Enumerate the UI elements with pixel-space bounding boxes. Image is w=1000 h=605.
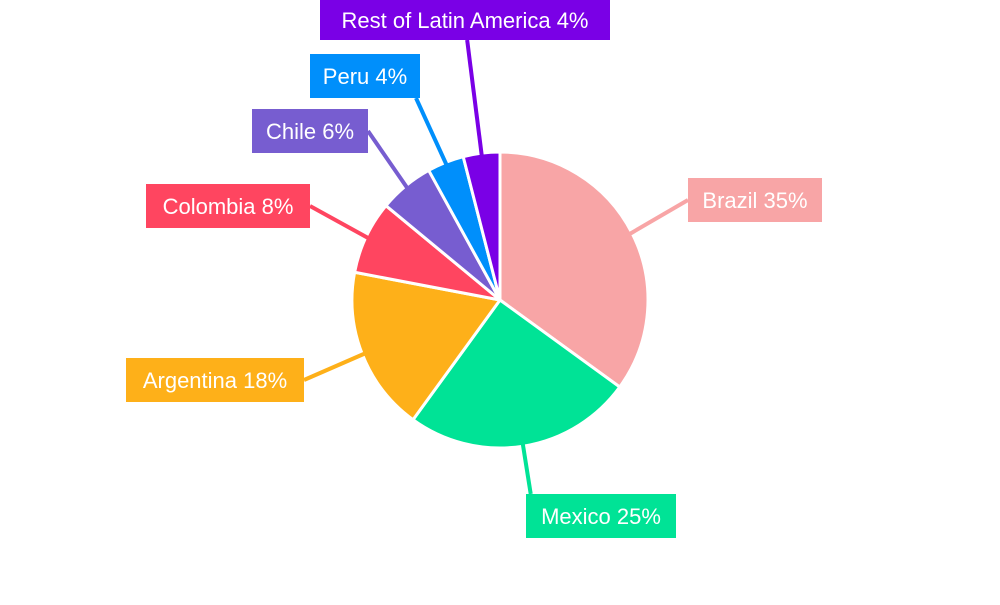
label-box-chile bbox=[252, 109, 368, 153]
data-label-rest-of-latin-america: Rest of Latin America 4% bbox=[341, 8, 588, 33]
leader-line-peru bbox=[414, 97, 449, 166]
label-box-mexico bbox=[526, 494, 676, 538]
data-label-peru: Peru 4% bbox=[323, 64, 407, 89]
label-box-brazil bbox=[688, 178, 822, 222]
data-label-mexico: Mexico 25% bbox=[541, 504, 661, 529]
leaders-layer bbox=[303, 39, 690, 495]
leader-line-rest-of-latin-america bbox=[465, 39, 484, 156]
slices-layer bbox=[350, 150, 650, 450]
leader-line-brazil bbox=[629, 198, 690, 236]
leader-line-chile bbox=[366, 129, 409, 189]
leader-line-colombia bbox=[309, 204, 369, 240]
leader-line-argentina bbox=[303, 351, 366, 382]
data-label-chile: Chile 6% bbox=[266, 119, 354, 144]
label-box-argentina bbox=[126, 358, 304, 402]
label-box-colombia bbox=[146, 184, 310, 228]
leader-line-mexico bbox=[520, 443, 533, 495]
label-box-peru bbox=[310, 54, 420, 98]
data-label-colombia: Colombia 8% bbox=[163, 194, 294, 219]
labels-layer: Brazil 35% Mexico 25% Argentina 18% Colombi… bbox=[126, 0, 822, 538]
data-label-brazil: Brazil 35% bbox=[702, 188, 807, 213]
label-box-rest-of-latin-america bbox=[320, 0, 610, 40]
data-label-argentina: Argentina 18% bbox=[143, 368, 287, 393]
